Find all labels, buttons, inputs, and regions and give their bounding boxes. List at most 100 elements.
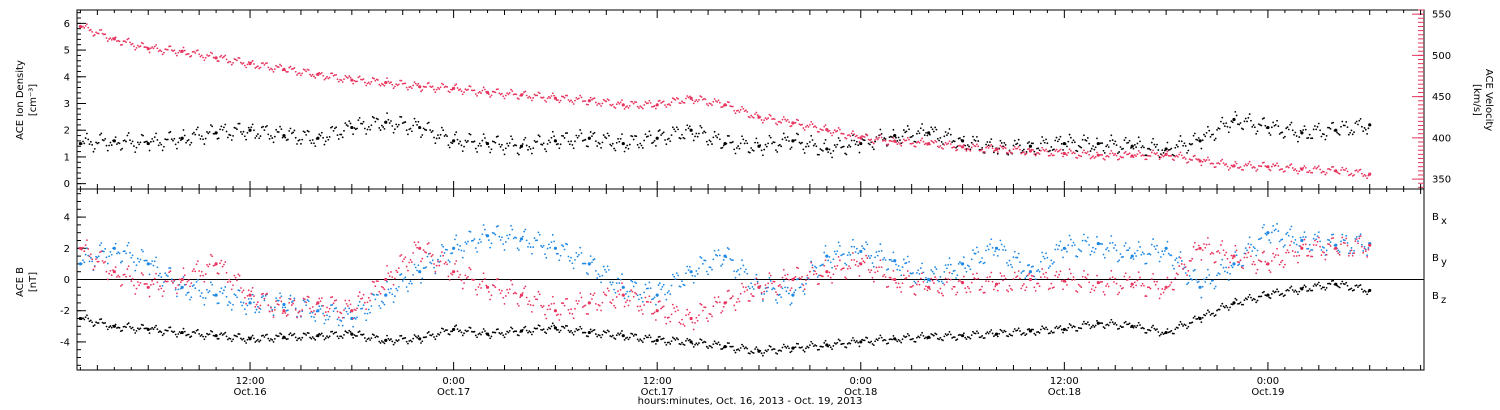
velocity-dot [507, 93, 510, 96]
velocity-dot [1180, 154, 1183, 157]
density-dot [84, 137, 87, 139]
by-dot [1170, 254, 1173, 257]
bx-dot [444, 329, 447, 331]
bz-dot [721, 310, 724, 312]
density-dot [643, 139, 646, 142]
bz-dot [426, 243, 429, 245]
bx-dot [614, 338, 617, 340]
velocity-dot [737, 109, 740, 112]
by-dot [437, 258, 439, 261]
by-dot [221, 292, 224, 295]
bx-dot [668, 341, 670, 344]
by-dot [785, 290, 788, 293]
density-dot [1101, 142, 1104, 145]
bx-dot [383, 342, 386, 345]
bz-dot [587, 313, 589, 316]
density-dot [1034, 153, 1037, 156]
bz-dot [169, 270, 172, 273]
by-dot [311, 311, 314, 314]
bx-dot [1277, 290, 1280, 293]
bx-dot [669, 343, 672, 345]
velocity-dot [580, 96, 583, 99]
by-dot [127, 241, 130, 244]
by-dot [1268, 239, 1271, 241]
density-dot [789, 148, 792, 150]
bx-dot [375, 335, 378, 338]
by-dot [1250, 243, 1252, 246]
bz-dot [594, 302, 597, 305]
bx-dot [968, 336, 970, 339]
bz-dot [301, 309, 304, 311]
by-dot [1136, 249, 1139, 252]
density-dot [699, 124, 702, 127]
velocity-point [384, 80, 388, 85]
bz-dot [683, 325, 686, 327]
bx-dot [1269, 297, 1272, 300]
density-dot [820, 149, 823, 151]
by-dot [1287, 234, 1290, 237]
by-dot [1297, 251, 1299, 254]
bx-dot [1238, 302, 1241, 305]
by-dot [232, 303, 234, 306]
density-dot [421, 134, 424, 136]
bz-dot [270, 307, 272, 309]
by-dot [169, 267, 172, 270]
bx-dot [906, 333, 909, 335]
bz-dot [228, 278, 231, 281]
by-dot [986, 245, 989, 248]
density-dot [885, 144, 888, 147]
density-dot [1152, 137, 1154, 140]
bx-dot [1128, 322, 1131, 325]
bz-dot [352, 317, 355, 320]
density-dot [931, 128, 934, 131]
density-dot [455, 131, 458, 134]
bz-dot [416, 246, 418, 249]
density-dot [915, 132, 918, 135]
velocity-dot [797, 119, 800, 122]
bz-dot [387, 272, 390, 275]
density-dot [854, 143, 857, 146]
velocity-dot [391, 83, 394, 86]
by-point [621, 285, 625, 289]
bz-dot [367, 296, 370, 299]
bx-dot [224, 331, 227, 334]
by-dot [1015, 256, 1017, 259]
by-dot [1252, 246, 1255, 248]
bz-dot [386, 264, 388, 267]
bx-dot [853, 339, 856, 342]
velocity-dot [455, 83, 458, 86]
bx-dot [1004, 330, 1007, 333]
by-dot [1123, 245, 1126, 247]
by-dot [1204, 281, 1207, 283]
by-dot [247, 298, 250, 300]
velocity-dot [662, 100, 665, 103]
velocity-dot [1150, 151, 1153, 154]
by-dot [789, 303, 792, 306]
by-dot [332, 310, 335, 313]
by-dot [1034, 278, 1037, 281]
velocity-dot [1050, 152, 1053, 155]
velocity-dot [721, 106, 724, 108]
by-dot [533, 237, 536, 239]
velocity-dot [1022, 151, 1025, 154]
density-dot [301, 138, 304, 141]
velocity-dot [1320, 171, 1323, 174]
bx-dot [1003, 329, 1006, 332]
bx-point [1198, 316, 1202, 321]
velocity-dot [476, 94, 479, 97]
by-dot [273, 306, 276, 309]
density-dot [547, 139, 550, 142]
density-dot [412, 124, 415, 127]
bx-dot [250, 336, 253, 339]
velocity-dot [1221, 158, 1224, 161]
density-dot [157, 144, 160, 147]
velocity-dot [1212, 162, 1215, 165]
velocity-dot [211, 52, 214, 55]
by-dot [803, 293, 806, 295]
bx-dot [943, 335, 946, 338]
bx-dot [177, 333, 180, 335]
density-dot [89, 140, 92, 143]
bz-dot [271, 310, 274, 313]
bx-dot [83, 318, 86, 321]
by-dot [670, 284, 673, 287]
